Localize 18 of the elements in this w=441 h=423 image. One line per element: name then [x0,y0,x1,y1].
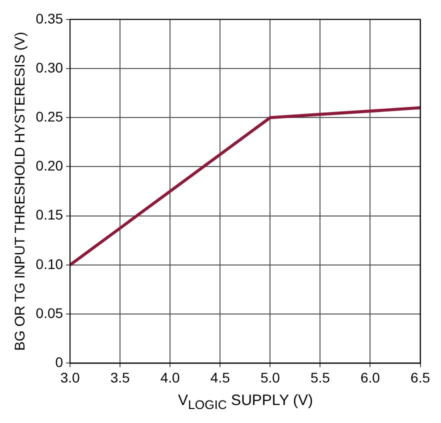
y-tick-label: 0 [55,354,64,370]
x-tick-label: 3.5 [110,369,130,386]
x-axis-title: V$_{LOGIC}$ SUPPLY (V) [176,392,314,412]
y-tick-label: 0.15 [36,206,64,223]
x-tick-label: 4.5 [210,369,230,386]
x-tick-label: 6.0 [360,369,380,386]
y-axis-title: BG OR TG INPUT THRESHOLD HYSTERESIS (V) [11,32,28,351]
x-tick-label: 3.0 [60,369,80,386]
x-tick-label: 4.0 [160,369,180,386]
y-tick-label: 0.30 [36,59,64,76]
x-tick-label: 5.5 [310,369,330,386]
y-tick-label: 0.20 [36,158,64,174]
x-tick-label: 5.0 [260,369,280,386]
y-tick-label: 0.25 [36,108,64,124]
y-tick-label: 0.05 [36,304,64,321]
y-tick-label: 0.10 [36,256,64,272]
x-tick-label: 6.5 [410,369,430,386]
y-tick-label: 0.35 [36,10,64,26]
